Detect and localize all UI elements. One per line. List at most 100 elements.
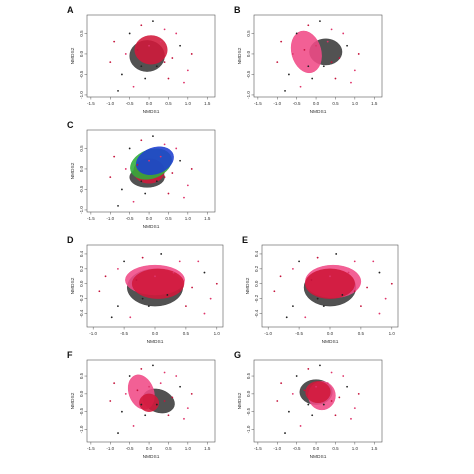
sample-point	[171, 396, 174, 399]
sample-point	[378, 271, 381, 274]
x-tick-label: 1.5	[371, 101, 378, 106]
x-tick-label: 0.0	[313, 101, 320, 106]
sample-point	[295, 375, 298, 377]
x-axis-title: NMDS1	[143, 454, 160, 460]
sample-point	[124, 168, 127, 170]
x-tick-label: -1.5	[254, 446, 262, 451]
x-tick-label: -1.0	[106, 216, 114, 221]
y-tick-label: 0.2	[254, 265, 259, 272]
sample-point	[322, 305, 325, 308]
sample-point	[316, 256, 319, 259]
y-tick-label: 0.4	[79, 250, 84, 257]
sample-point	[147, 305, 150, 308]
sample-point	[346, 44, 348, 47]
sample-point	[299, 85, 302, 88]
sample-point	[179, 159, 181, 162]
sample-point	[197, 260, 200, 263]
x-tick-label: 1.0	[214, 331, 221, 336]
sample-point	[303, 389, 306, 392]
sample-point	[178, 260, 181, 263]
sample-point	[109, 400, 112, 402]
sample-point	[183, 81, 185, 84]
sample-point	[140, 180, 143, 183]
plot-frame	[86, 14, 216, 98]
sample-point	[357, 53, 360, 55]
x-tick-label: 0.5	[165, 446, 172, 451]
sample-point	[160, 253, 163, 255]
sample-point	[136, 163, 139, 166]
sample-point	[132, 85, 135, 88]
sample-point	[284, 432, 286, 434]
panel-letter: B	[234, 5, 241, 15]
sample-point	[186, 69, 189, 72]
x-tick-label: 1.0	[185, 101, 192, 106]
x-tick-label: -0.5	[293, 446, 301, 451]
sample-point	[135, 279, 138, 281]
x-tick-label: -0.5	[293, 101, 301, 106]
sample-point	[298, 260, 300, 263]
sample-point	[159, 382, 162, 385]
sample-point	[330, 371, 333, 374]
sample-point	[154, 275, 156, 278]
sample-point	[109, 176, 112, 179]
sample-point	[307, 65, 310, 68]
sample-point	[347, 271, 350, 274]
sample-point	[113, 382, 116, 385]
panel-b: B-1.5 -1.0 -0.5 0.0 0.5 1.0 1.5-1.0-0.50.00.5N…	[234, 5, 383, 115]
x-axis-title: NMDS1	[147, 339, 164, 345]
x-tick-label: -0.5	[120, 331, 128, 336]
x-tick-label: 0.0	[152, 331, 159, 336]
sample-point	[104, 275, 107, 278]
sample-point	[128, 32, 131, 35]
y-axis-title: NMDS2	[237, 47, 243, 64]
sample-point	[166, 294, 169, 296]
y-tick-label: -0.5	[79, 407, 84, 415]
sample-point	[163, 176, 166, 179]
y-tick-label: -0.4	[79, 309, 84, 317]
sample-point	[353, 407, 356, 410]
sample-point	[136, 389, 139, 392]
sample-point	[175, 32, 178, 35]
dispersion-ellipse	[134, 35, 168, 65]
dispersion-ellipse	[290, 30, 322, 74]
sample-point	[113, 40, 116, 43]
x-axis-title: NMDS1	[143, 109, 160, 115]
sample-point	[288, 410, 290, 413]
sample-point	[322, 65, 325, 68]
x-tick-label: 1.5	[204, 446, 211, 451]
dispersion-ellipse	[305, 268, 355, 299]
sample-point	[334, 414, 337, 417]
sample-point	[315, 385, 317, 388]
sample-point	[190, 168, 193, 170]
sample-point	[136, 48, 139, 51]
sample-point	[163, 61, 166, 64]
plot-frame	[86, 359, 216, 443]
y-tick-label: 0.5	[246, 30, 251, 37]
sample-point	[167, 192, 170, 195]
sample-point	[140, 403, 143, 406]
sample-point	[279, 275, 282, 278]
sample-point	[342, 375, 345, 377]
sample-point	[152, 364, 154, 367]
y-tick-label: 0.5	[79, 145, 84, 152]
x-tick-label: 1.5	[204, 216, 211, 221]
sample-point	[304, 316, 307, 319]
sample-point	[185, 305, 187, 308]
sample-point	[117, 305, 119, 308]
y-tick-label: -1.0	[246, 425, 251, 433]
sample-point	[190, 53, 193, 55]
sample-point	[311, 414, 314, 417]
sample-point	[285, 316, 288, 319]
sample-point	[144, 414, 147, 417]
x-tick-label: 0.0	[146, 216, 153, 221]
x-tick-label: 1.5	[204, 101, 211, 106]
sample-point	[190, 392, 193, 395]
y-axis-title: NMDS2	[70, 162, 76, 179]
sample-point	[319, 364, 321, 367]
sample-point	[288, 73, 290, 76]
sample-point	[307, 24, 310, 27]
sample-point	[121, 188, 123, 191]
y-tick-label: -0.2	[79, 294, 84, 302]
sample-point	[132, 200, 135, 203]
y-tick-label: 0.0	[79, 390, 84, 397]
